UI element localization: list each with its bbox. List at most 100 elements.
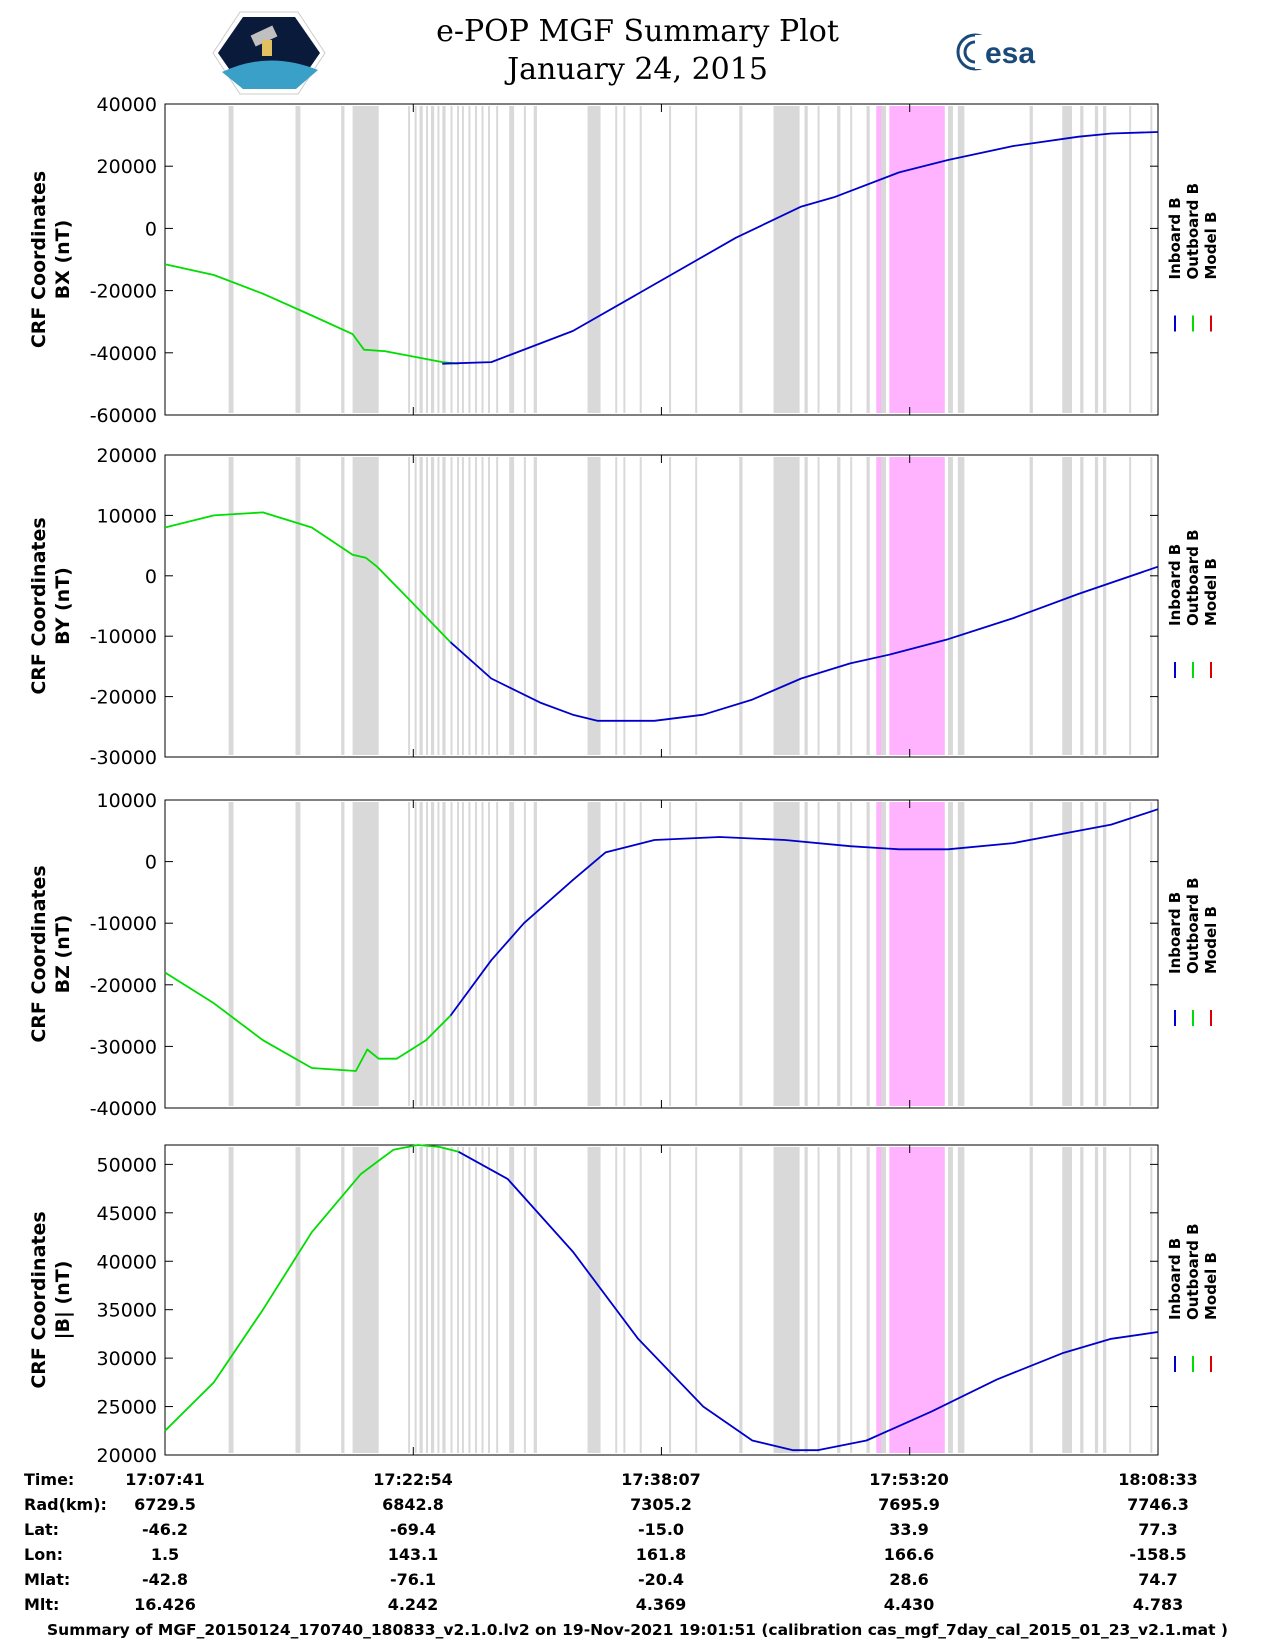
gap-band xyxy=(437,106,440,413)
gap-band xyxy=(1062,106,1073,413)
gap-band xyxy=(430,106,435,413)
legend-label: Model B xyxy=(1202,558,1220,626)
gap-band xyxy=(474,802,477,1106)
gap-band xyxy=(837,106,841,413)
info-cell: 77.3 xyxy=(1138,1520,1177,1539)
axes-box xyxy=(164,799,1159,1109)
gap-band xyxy=(1103,457,1107,755)
gap-band xyxy=(837,802,841,1106)
y-tick-label: 50000 xyxy=(97,1154,157,1176)
gap-band xyxy=(695,457,698,755)
gap-band xyxy=(419,457,423,755)
gap-band xyxy=(669,457,672,755)
y-tick-label: -30000 xyxy=(90,1036,157,1058)
y-axis-label-line: BZ (nT) xyxy=(52,915,74,994)
gap-band xyxy=(850,1147,853,1453)
gap-band xyxy=(295,1147,301,1453)
info-cell: 6729.5 xyxy=(134,1495,196,1514)
gap-band xyxy=(879,802,887,1106)
gap-band xyxy=(468,457,471,755)
legend: Inboard B Outboard B Model B xyxy=(1166,877,1220,1026)
chart-panel-3: 10000 0 -10000 -20000 -30000 -40000 CRF Coordi… xyxy=(28,790,1220,1120)
gap-band xyxy=(533,1147,537,1453)
gap-band xyxy=(669,106,672,413)
gap-band xyxy=(1129,106,1132,413)
gap-band xyxy=(1094,802,1099,1106)
y-tick-label: -20000 xyxy=(90,281,157,303)
info-cell: -69.4 xyxy=(390,1520,436,1539)
gap-band xyxy=(481,1147,484,1453)
plot-date: January 24, 2015 xyxy=(507,52,768,87)
gap-band xyxy=(414,802,417,1106)
gap-band xyxy=(866,457,870,755)
gap-band xyxy=(1029,1147,1033,1453)
gap-band xyxy=(352,1147,379,1453)
gap-band xyxy=(426,1147,429,1453)
summary-footer: Summary of MGF_20150124_170740_180833_v2… xyxy=(47,1621,1228,1639)
gap-band xyxy=(817,106,820,413)
legend-label: Outboard B xyxy=(1184,183,1202,280)
series-line-outboard-b xyxy=(164,971,452,1072)
y-axis-label-line: CRF Coordinates xyxy=(28,1211,50,1388)
info-cell: 17:07:41 xyxy=(125,1470,205,1489)
gap-band xyxy=(837,1147,841,1453)
info-cell: 6842.8 xyxy=(382,1495,444,1514)
gap-band xyxy=(437,1147,440,1453)
gap-band xyxy=(496,457,499,755)
gap-band xyxy=(1129,802,1132,1106)
esa-logo: esa xyxy=(956,33,1035,71)
gap-band xyxy=(426,802,429,1106)
gap-band xyxy=(587,106,601,413)
gap-band xyxy=(468,1147,471,1453)
legend: Inboard B Outboard B Model B xyxy=(1166,529,1220,678)
gap-band xyxy=(615,457,618,755)
legend-label: Outboard B xyxy=(1184,877,1202,974)
gap-band xyxy=(430,457,435,755)
gap-band xyxy=(866,1147,870,1453)
gap-band xyxy=(437,457,440,755)
gap-band xyxy=(773,106,800,413)
info-row-label: Mlt: xyxy=(24,1595,59,1614)
gap-band xyxy=(341,457,345,755)
info-cell: 33.9 xyxy=(889,1520,928,1539)
gap-band xyxy=(523,457,526,755)
info-cell: 17:22:54 xyxy=(373,1470,453,1489)
info-cell: 166.6 xyxy=(884,1545,935,1564)
y-tick-label: 0 xyxy=(145,852,157,874)
gap-band xyxy=(295,106,301,413)
gap-band xyxy=(408,457,411,755)
flag-band xyxy=(889,106,945,413)
gap-band xyxy=(623,106,626,413)
flag-band xyxy=(876,1147,882,1453)
flag-band xyxy=(876,457,882,755)
gap-band xyxy=(1080,457,1084,755)
gap-band xyxy=(461,1147,464,1453)
gap-band xyxy=(488,802,491,1106)
y-tick-label: 30000 xyxy=(97,1348,157,1370)
y-tick-label: 40000 xyxy=(97,94,157,116)
gap-band xyxy=(481,802,484,1106)
legend-label: Inboard B xyxy=(1166,197,1184,279)
gap-band xyxy=(426,457,429,755)
y-tick-label: 0 xyxy=(145,566,157,588)
info-cell: 4.430 xyxy=(884,1595,935,1614)
gap-band xyxy=(481,457,484,755)
info-cell: 4.369 xyxy=(636,1595,687,1614)
info-cell: 17:53:20 xyxy=(869,1470,949,1489)
gap-band xyxy=(408,1147,411,1453)
gap-band xyxy=(1094,106,1099,413)
series-line-inboard-b xyxy=(458,1151,1159,1452)
gap-band xyxy=(523,106,526,413)
gap-band xyxy=(669,1147,672,1453)
y-axis-label-line: BY (nT) xyxy=(52,567,74,645)
series-line-outboard-b xyxy=(164,511,452,643)
gap-band xyxy=(295,802,301,1106)
legend: Inboard B Outboard B Model B xyxy=(1166,1223,1220,1372)
info-row-label: Mlat: xyxy=(24,1570,70,1589)
y-tick-label: -10000 xyxy=(90,626,157,648)
y-axis-label-line: CRF Coordinates xyxy=(28,171,50,348)
gap-band xyxy=(615,802,618,1106)
gap-band xyxy=(623,457,626,755)
gap-band xyxy=(837,457,841,755)
gap-band xyxy=(468,802,471,1106)
